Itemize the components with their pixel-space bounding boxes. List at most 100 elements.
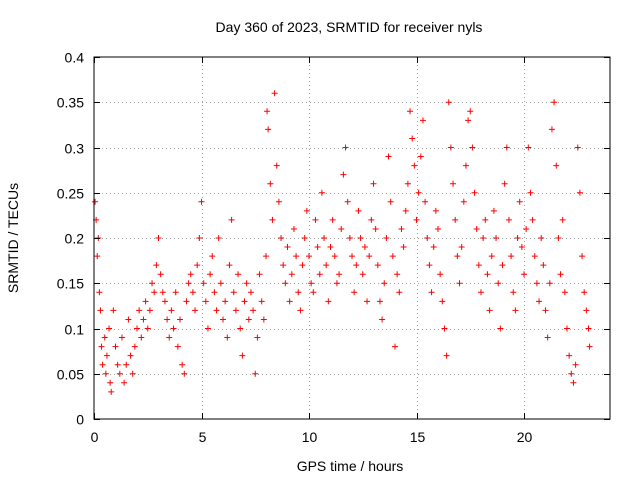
data-point (131, 343, 138, 350)
data-point (536, 298, 543, 305)
data-point (452, 216, 459, 223)
data-point (185, 280, 192, 287)
data-point (422, 198, 429, 205)
data-point (460, 198, 467, 205)
data-point (564, 325, 570, 332)
data-point (168, 307, 175, 314)
data-point (247, 289, 254, 296)
data-point (220, 316, 226, 323)
data-point (232, 307, 239, 314)
data-point (92, 198, 99, 205)
data-point (383, 235, 390, 241)
data-point (200, 280, 207, 287)
y-tick-label: 0.1 (65, 322, 85, 338)
data-point (508, 253, 515, 260)
data-point (94, 253, 101, 260)
data-point (264, 108, 271, 115)
data-point (529, 216, 536, 223)
data-point (484, 271, 491, 278)
data-point (566, 352, 573, 359)
data-point (149, 280, 156, 287)
data-point (194, 262, 201, 269)
y-tick-label: 0.2 (65, 231, 85, 247)
data-point (471, 189, 478, 196)
data-point (555, 235, 562, 241)
data-point (278, 235, 285, 241)
data-point (450, 180, 457, 187)
data-point (166, 334, 173, 341)
data-point (241, 298, 248, 305)
data-point (480, 235, 487, 241)
y-tick-label: 0.05 (57, 367, 84, 383)
data-point (97, 307, 104, 314)
data-point (432, 207, 439, 214)
data-point (106, 325, 113, 332)
grid-layer (94, 57, 610, 419)
data-point (164, 316, 171, 323)
data-point (198, 198, 205, 205)
data-point (376, 298, 383, 305)
data-point (301, 235, 308, 241)
data-point (559, 216, 566, 223)
data-point (207, 271, 214, 278)
data-point (581, 289, 588, 296)
data-point (286, 298, 293, 305)
data-point (144, 325, 151, 332)
data-point (419, 117, 426, 124)
data-point (179, 361, 186, 368)
data-point (361, 244, 368, 251)
x-tick-labels: 0 5 10 15 20 (91, 429, 533, 445)
data-point (314, 244, 321, 251)
data-point (389, 253, 396, 260)
data-point (404, 180, 411, 187)
data-point (161, 298, 168, 305)
data-point (342, 144, 349, 151)
y-tick-label: 0.25 (57, 186, 84, 202)
x-tick-label: 10 (302, 429, 318, 445)
data-point (282, 280, 289, 287)
data-point (551, 99, 558, 106)
data-point (553, 162, 560, 169)
data-point (134, 325, 140, 332)
data-point (151, 289, 158, 296)
data-point (125, 316, 132, 323)
data-point (503, 144, 510, 151)
data-point (409, 135, 416, 142)
data-point (235, 271, 242, 278)
data-point (407, 108, 414, 115)
data-point (327, 244, 334, 251)
data-point (572, 361, 579, 368)
data-point (336, 271, 343, 278)
data-point (381, 280, 388, 287)
axis-ticks (94, 57, 610, 420)
data-point (183, 298, 190, 305)
y-axis-title: SRMTID / TECUs (5, 183, 21, 293)
data-point (155, 235, 162, 241)
data-point (570, 379, 577, 386)
data-point (465, 117, 472, 124)
data-point (346, 235, 353, 241)
data-point (280, 262, 287, 269)
data-point (364, 298, 371, 305)
data-point (561, 289, 568, 296)
data-point (548, 126, 555, 133)
data-point (372, 225, 379, 232)
data-point (153, 262, 160, 269)
data-point (338, 225, 345, 232)
data-point (411, 162, 418, 169)
data-point (303, 207, 310, 214)
data-point (250, 307, 257, 314)
data-point (129, 370, 136, 377)
data-point (523, 225, 530, 232)
data-point (398, 225, 405, 232)
data-point (490, 207, 497, 214)
data-point (103, 352, 110, 359)
data-point (424, 235, 431, 241)
data-point (273, 162, 280, 169)
data-point (447, 144, 454, 151)
data-point (271, 90, 278, 97)
data-point (344, 198, 351, 205)
data-point (192, 307, 199, 314)
data-point (310, 289, 317, 296)
data-point (325, 298, 332, 305)
